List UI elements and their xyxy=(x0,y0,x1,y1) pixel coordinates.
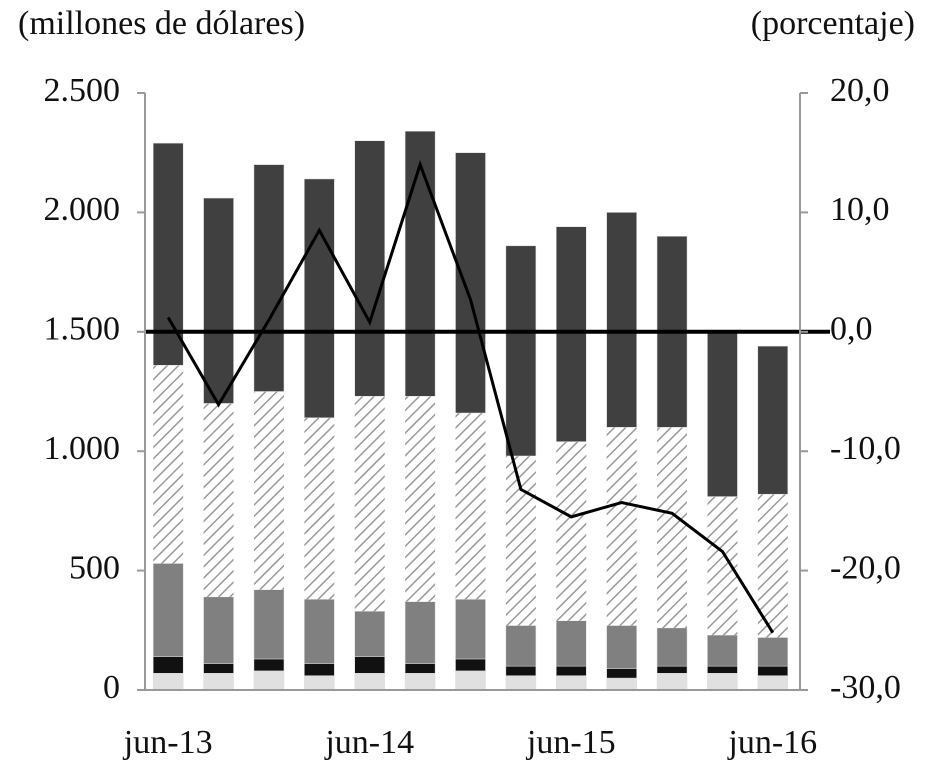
bar-segment xyxy=(253,670,285,691)
bar-segment xyxy=(203,197,234,404)
bar-segment xyxy=(556,665,587,676)
bar-segment xyxy=(556,441,587,621)
bar-segment xyxy=(152,656,184,674)
y2-tick-label: 10,0 xyxy=(830,191,890,228)
bar-segment xyxy=(757,637,789,667)
y-tick-label: 500 xyxy=(69,549,120,586)
bar-segment xyxy=(505,625,537,667)
bar-segment xyxy=(354,673,385,691)
bar-segment xyxy=(354,396,385,612)
bar-segment xyxy=(757,675,789,691)
bar-segment xyxy=(606,668,637,679)
bar-segment xyxy=(304,417,335,600)
bar-segment xyxy=(203,673,234,691)
x-tick-label: jun-15 xyxy=(526,724,616,761)
bar-segment xyxy=(657,427,688,628)
bar-segment xyxy=(152,673,184,691)
bar-segment xyxy=(253,658,285,672)
bar-segment xyxy=(304,178,335,419)
y-tick-label: 0 xyxy=(103,669,120,706)
bar-segment xyxy=(707,634,738,667)
bar-segment xyxy=(455,599,486,660)
bar-segment xyxy=(354,140,385,397)
y-tick-label: 1.500 xyxy=(44,311,121,348)
bar-segment xyxy=(505,455,536,626)
bar-segment xyxy=(354,656,385,674)
bar-segment xyxy=(152,142,184,366)
bar-segment xyxy=(505,245,537,457)
y2-axis-label: (porcentaje) xyxy=(751,5,915,42)
bar-segment xyxy=(757,345,789,495)
bar-segment xyxy=(455,670,486,691)
bar-segment xyxy=(455,412,486,600)
y2-tick-label: 0,0 xyxy=(830,311,873,348)
bar-segment xyxy=(253,164,285,392)
bar-segment xyxy=(253,589,285,660)
bar-segment xyxy=(404,601,436,664)
bar-segment xyxy=(656,627,688,667)
bar-segment xyxy=(404,663,436,674)
bar-segment xyxy=(707,665,738,674)
bar-segment xyxy=(757,665,789,676)
y2-tick-label: -30,0 xyxy=(830,669,901,706)
bar-segment xyxy=(405,396,436,602)
bar-segment xyxy=(455,152,486,414)
bar-segment xyxy=(556,226,587,442)
bar-segment xyxy=(304,675,335,691)
y2-tick-label: -10,0 xyxy=(830,430,901,467)
y-tick-label: 2.000 xyxy=(44,191,121,228)
bar-segment xyxy=(253,391,284,590)
bar-segment xyxy=(606,677,637,691)
bar-segment xyxy=(203,403,234,597)
bar-segment xyxy=(404,130,436,397)
bar-segment xyxy=(203,596,234,664)
y2-tick-label: 20,0 xyxy=(830,72,890,109)
bar-segment xyxy=(354,610,385,657)
y-tick-label: 1.000 xyxy=(44,430,121,467)
bar-segment xyxy=(304,599,335,664)
line xyxy=(166,160,775,634)
bar-segment xyxy=(505,665,537,676)
y-tick-label: 2.500 xyxy=(44,72,121,109)
bar-segment xyxy=(606,212,637,428)
bar-segment xyxy=(606,427,637,626)
y-axis-label: (millones de dólares) xyxy=(18,5,305,42)
bar-segment xyxy=(606,625,637,669)
x-tick-label: jun-16 xyxy=(727,724,817,761)
x-tick-label: jun-14 xyxy=(324,724,414,761)
bar-segment xyxy=(707,331,738,497)
bar-segment xyxy=(203,663,234,674)
bar-segment xyxy=(404,673,436,691)
bar-segment xyxy=(656,673,688,691)
bar-segment xyxy=(455,658,486,672)
bar-segment xyxy=(656,665,688,674)
bar-segment xyxy=(556,620,587,667)
x-tick-label: jun-13 xyxy=(123,724,213,761)
bar-segment xyxy=(304,663,335,676)
y2-tick-label: -20,0 xyxy=(830,549,901,586)
bar-segment xyxy=(556,675,587,691)
bar-segment xyxy=(707,673,738,691)
bar-segment xyxy=(153,365,184,564)
bar-segment xyxy=(757,494,788,638)
bar-segment xyxy=(152,563,184,657)
bar-segment xyxy=(505,675,537,691)
